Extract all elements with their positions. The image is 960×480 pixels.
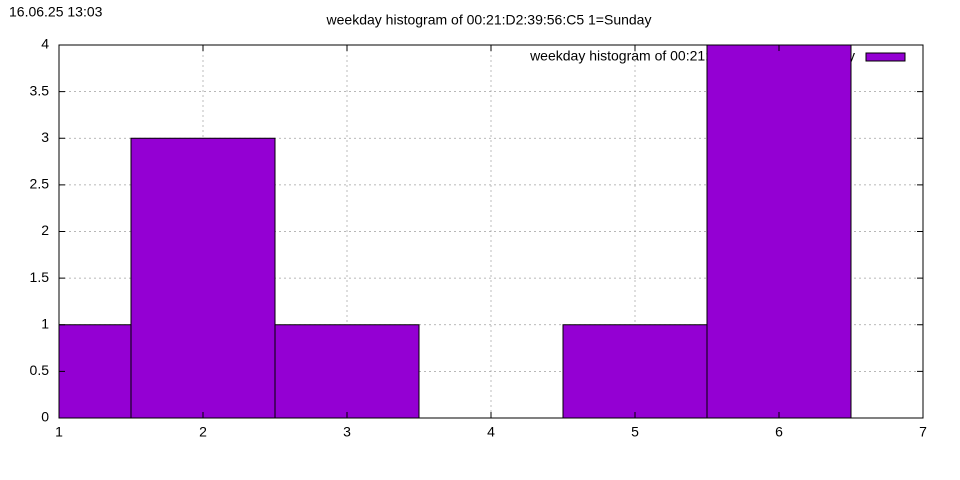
x-tick-label: 3 bbox=[343, 424, 351, 440]
legend-swatch bbox=[865, 52, 906, 62]
y-tick-label: 0 bbox=[41, 409, 49, 425]
y-tick-label: 4 bbox=[41, 36, 49, 52]
y-tick-label: 3 bbox=[41, 129, 49, 145]
y-tick-label: 1 bbox=[41, 315, 49, 331]
timestamp: 16.06.25 13:03 bbox=[9, 4, 103, 20]
x-tick-label: 4 bbox=[487, 424, 495, 440]
y-tick-label: 1.5 bbox=[30, 269, 50, 285]
bar bbox=[562, 324, 708, 418]
y-tick-label: 0.5 bbox=[30, 362, 50, 378]
chart-title: weekday histogram of 00:21:D2:39:56:C5 1… bbox=[326, 12, 652, 28]
x-tick-label: 7 bbox=[919, 424, 927, 440]
bars bbox=[59, 45, 852, 418]
y-tick-label: 2 bbox=[41, 222, 49, 238]
bar bbox=[706, 45, 852, 418]
y-tick-label: 3.5 bbox=[30, 82, 50, 98]
bar bbox=[274, 324, 420, 418]
x-tick-label: 2 bbox=[199, 424, 207, 440]
x-tick-label: 6 bbox=[775, 424, 783, 440]
bar bbox=[130, 137, 276, 418]
y-tick-label: 2.5 bbox=[30, 176, 50, 192]
bar bbox=[59, 324, 132, 418]
ticks: 0 0.5 1 1.5 2 2.5 3 3.5 4 1 2 3 4 5 6 7 bbox=[30, 36, 928, 440]
x-tick-label: 5 bbox=[631, 424, 639, 440]
x-tick-label: 1 bbox=[55, 424, 63, 440]
